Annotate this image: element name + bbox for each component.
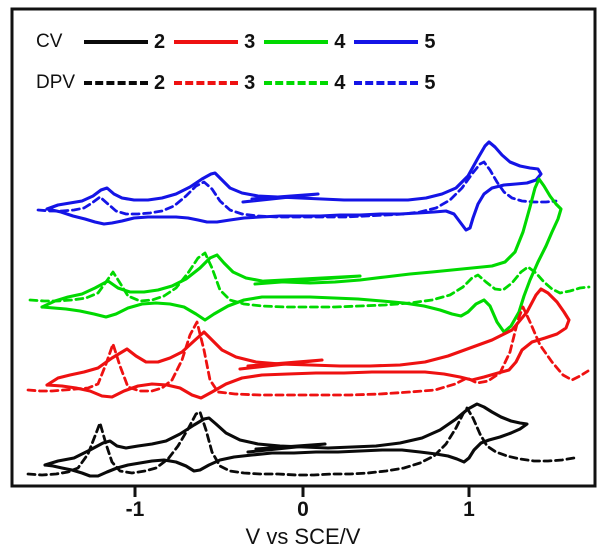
trace-cv-5-overlap-segment: [241, 192, 320, 204]
x-tick-label-1: 1: [463, 498, 475, 521]
trace-cv-4: [40, 177, 563, 334]
legend-dpv-items: 2 3 4 5: [84, 73, 445, 93]
legend-dpv-compound-3: 3: [244, 72, 256, 94]
legend-cv-compound-3: 3: [244, 31, 256, 53]
legend-cv-compound-5: 5: [424, 31, 436, 53]
trace-cv-2-overlap-segment: [246, 442, 327, 454]
trace-cv-2: [43, 402, 529, 478]
legend-row-dpv: DPV 2 3 4 5: [36, 71, 445, 95]
trace-cv-3-overlap-segment: [238, 358, 324, 371]
legend-dpv-compound-4: 4: [334, 72, 346, 94]
legend-row-cv: CV 2 3 4 5: [36, 30, 445, 54]
x-axis-title: V vs SCE/V: [245, 524, 361, 549]
legend-dpv-label: DPV: [36, 72, 76, 93]
legend-dpv-compound-5: 5: [424, 72, 436, 94]
legend-dpv-line-4: [264, 81, 329, 85]
legend-cv-compound-4: 4: [334, 31, 346, 53]
trace-dpv-2: [26, 406, 576, 477]
legend-cv-line-3: [174, 40, 239, 44]
legend-cv-line-4: [264, 40, 329, 44]
legend-dpv-line-3: [174, 81, 239, 85]
trace-cv-5: [45, 140, 543, 232]
trace-cv-3: [45, 287, 571, 400]
legend-dpv-line-2: [84, 81, 148, 85]
trace-cv-4-overlap-segment: [253, 274, 362, 286]
x-tick-label-minus1: -1: [125, 498, 145, 521]
legend-cv-compound-2: 2: [154, 31, 166, 53]
x-tick-label-0: 0: [297, 498, 309, 521]
trace-dpv-3: [26, 305, 590, 397]
trace-dpv-4: [28, 251, 591, 309]
legend-cv-line-5: [354, 40, 419, 44]
legend-dpv-line-5: [354, 81, 419, 85]
legend: CV 2 3 4 5 DPV 2 3 4 5: [36, 30, 445, 112]
legend-cv-items: 2 3 4 5: [84, 32, 445, 52]
trace-dpv-5: [36, 160, 558, 219]
legend-cv-label: CV: [36, 31, 63, 52]
legend-dpv-compound-2: 2: [154, 72, 166, 94]
legend-cv-line-2: [84, 40, 148, 44]
